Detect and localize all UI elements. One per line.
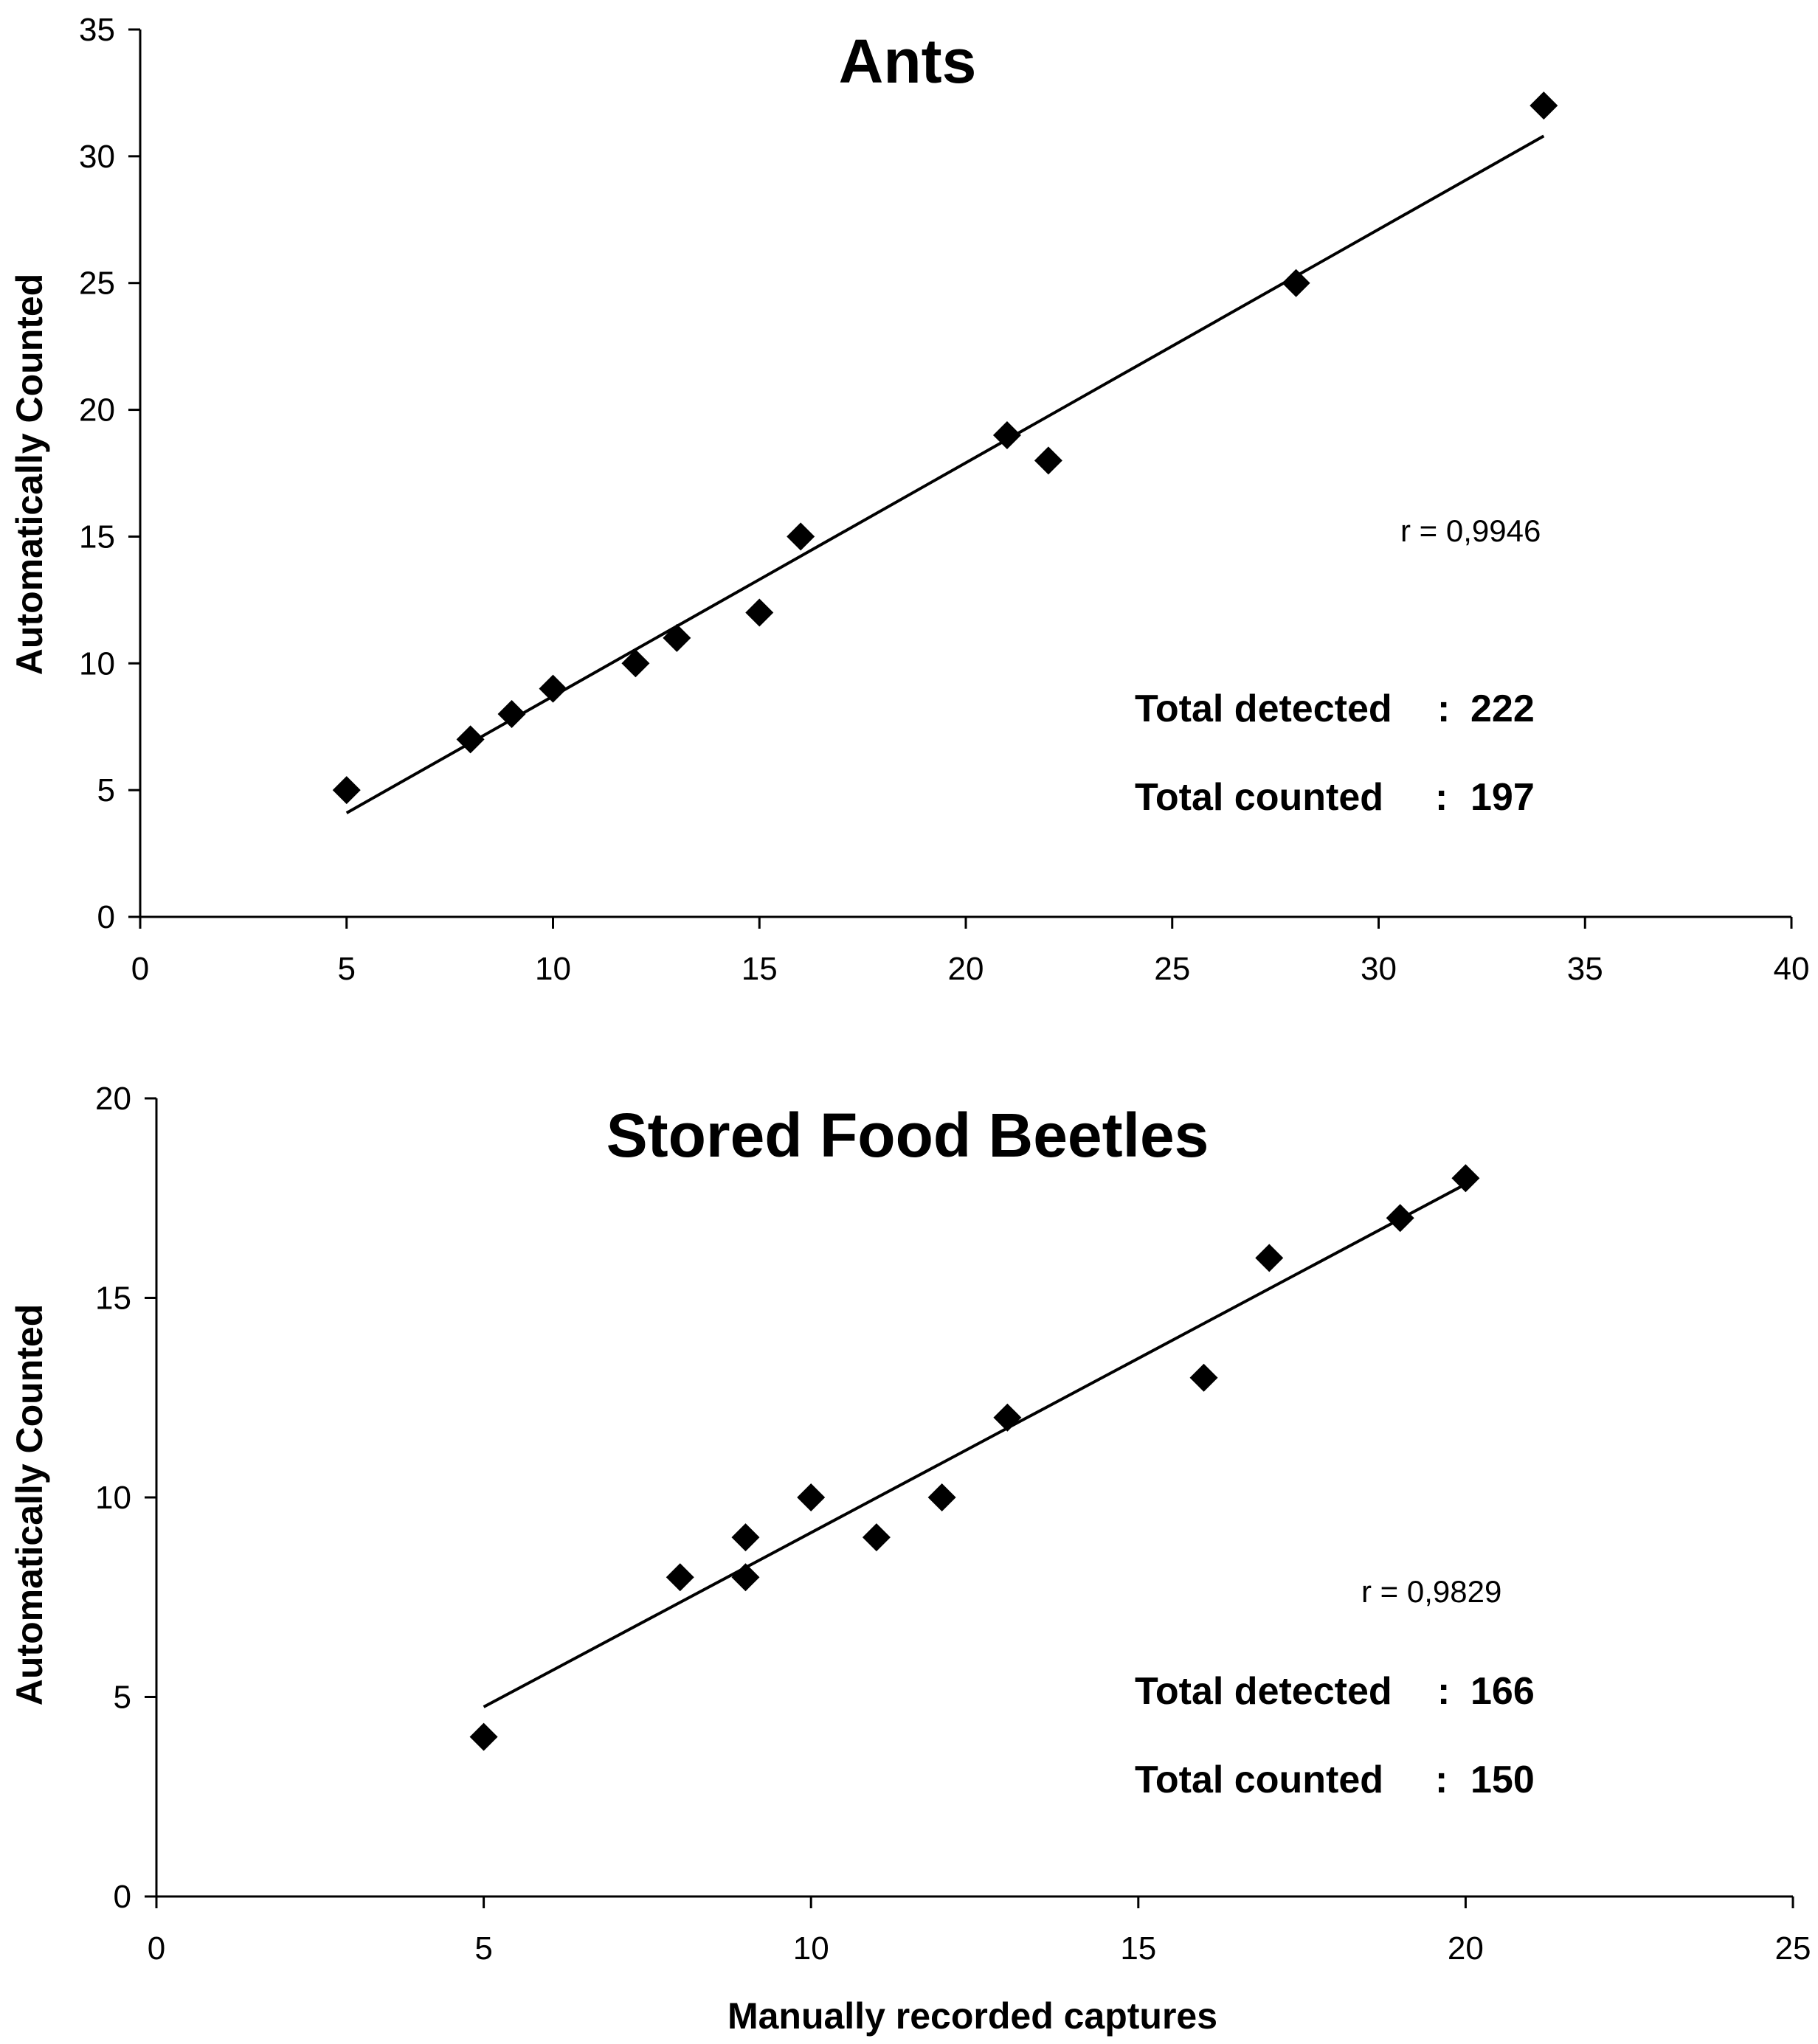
beetles-x-tick-label: 0 bbox=[148, 1930, 165, 1967]
ants-total-counted-value: 197 bbox=[1470, 776, 1535, 819]
ants-x-tick-label: 40 bbox=[1774, 951, 1810, 987]
ants-data-point bbox=[497, 700, 526, 729]
beetles-data-point bbox=[469, 1722, 498, 1751]
beetles-r-value: r = 0,9829 bbox=[1361, 1574, 1501, 1609]
beetles-y-axis-label: Automatically Counted bbox=[9, 1304, 50, 1705]
ants-data-point bbox=[539, 674, 567, 703]
beetles-total-detected-value: 166 bbox=[1470, 1670, 1535, 1713]
ants-data-point bbox=[1530, 91, 1558, 120]
ants-data-point bbox=[1034, 446, 1062, 475]
beetles-data-point bbox=[731, 1523, 760, 1552]
ants-y-tick-label: 5 bbox=[97, 772, 115, 808]
ants-x-tick-label: 10 bbox=[535, 951, 571, 987]
beetles-total-counted-label: Total counted bbox=[1135, 1759, 1383, 1801]
ants-data-point bbox=[992, 420, 1021, 449]
ants-y-tick-label: 15 bbox=[79, 519, 115, 555]
beetles-x-tick-label: 15 bbox=[1120, 1930, 1156, 1967]
beetles-data-point bbox=[1255, 1244, 1284, 1272]
ants-y-tick-label: 0 bbox=[97, 899, 115, 935]
beetles-chart: Stored Food Beetles Automatically Counte… bbox=[9, 1081, 1811, 2037]
beetles-chart-title: Stored Food Beetles bbox=[606, 1101, 1209, 1170]
ants-chart: Ants Automatically Counted r = 0,9946 To… bbox=[9, 12, 1809, 987]
beetles-trendline bbox=[483, 1182, 1467, 1708]
ants-x-tick-label: 20 bbox=[948, 951, 984, 987]
ants-total-counted-label: Total counted bbox=[1135, 776, 1383, 819]
ants-data-point bbox=[1282, 269, 1310, 297]
beetles-data-point bbox=[1386, 1204, 1414, 1233]
beetles-data-point bbox=[1189, 1363, 1218, 1392]
ants-total-detected-label: Total detected bbox=[1135, 687, 1392, 730]
beetles-y-tick-label: 0 bbox=[114, 1879, 131, 1915]
beetles-y-tick-label: 5 bbox=[114, 1680, 131, 1716]
beetles-data-point bbox=[666, 1563, 694, 1592]
beetles-y-tick-label: 20 bbox=[95, 1081, 131, 1117]
ants-data-point bbox=[332, 776, 361, 805]
ants-x-tick-label: 25 bbox=[1154, 951, 1190, 987]
beetles-x-tick-label: 10 bbox=[793, 1930, 829, 1967]
beetles-total-counted-value: 150 bbox=[1470, 1759, 1535, 1801]
ants-y-tick-label: 30 bbox=[79, 139, 115, 175]
ants-x-tick-label: 35 bbox=[1567, 951, 1603, 987]
ants-x-tick-label: 15 bbox=[742, 951, 778, 987]
beetles-data-point bbox=[993, 1403, 1022, 1432]
ants-data-point bbox=[745, 598, 774, 627]
ants-r-value: r = 0,9946 bbox=[1400, 513, 1541, 548]
ants-data-point bbox=[663, 623, 691, 652]
ants-data-point bbox=[787, 522, 815, 551]
ants-y-tick-label: 25 bbox=[79, 266, 115, 302]
ants-total-detected-value: 222 bbox=[1470, 687, 1535, 730]
ants-x-tick-label: 0 bbox=[131, 951, 149, 987]
ants-y-axis-label: Automatically Counted bbox=[9, 274, 50, 675]
beetles-data-point bbox=[1451, 1164, 1480, 1193]
ants-data-point bbox=[621, 649, 650, 678]
ants-y-tick-label: 10 bbox=[79, 645, 115, 682]
beetles-data-point bbox=[927, 1483, 956, 1511]
beetles-data-point bbox=[862, 1523, 891, 1552]
beetles-x-tick-label: 25 bbox=[1775, 1930, 1811, 1967]
ants-total-detected-separator: : bbox=[1437, 687, 1450, 730]
ants-data-point bbox=[456, 725, 485, 754]
beetles-x-tick-label: 5 bbox=[474, 1930, 492, 1967]
beetles-total-counted-separator: : bbox=[1435, 1759, 1448, 1801]
ants-trendline bbox=[345, 134, 1545, 814]
ants-y-tick-label: 20 bbox=[79, 392, 115, 429]
beetles-data-point bbox=[731, 1563, 760, 1592]
beetles-y-tick-label: 15 bbox=[95, 1281, 131, 1317]
ants-totals: Total detected : 222 Total counted : 197 bbox=[1135, 687, 1535, 819]
beetles-total-detected-label: Total detected bbox=[1135, 1670, 1392, 1713]
beetles-total-detected-separator: : bbox=[1437, 1670, 1450, 1713]
beetles-x-axis-label: Manually recorded captures bbox=[727, 1995, 1217, 2037]
beetles-x-tick-label: 20 bbox=[1448, 1930, 1484, 1967]
ants-y-tick-label: 35 bbox=[79, 12, 115, 48]
beetles-data-point bbox=[797, 1483, 826, 1511]
ants-total-counted-separator: : bbox=[1435, 776, 1448, 819]
beetles-y-tick-label: 10 bbox=[95, 1480, 131, 1516]
ants-x-tick-label: 30 bbox=[1361, 951, 1397, 987]
beetles-totals: Total detected : 166 Total counted : 150 bbox=[1135, 1670, 1535, 1801]
ants-x-tick-label: 5 bbox=[338, 951, 356, 987]
ants-chart-title: Ants bbox=[839, 27, 977, 96]
